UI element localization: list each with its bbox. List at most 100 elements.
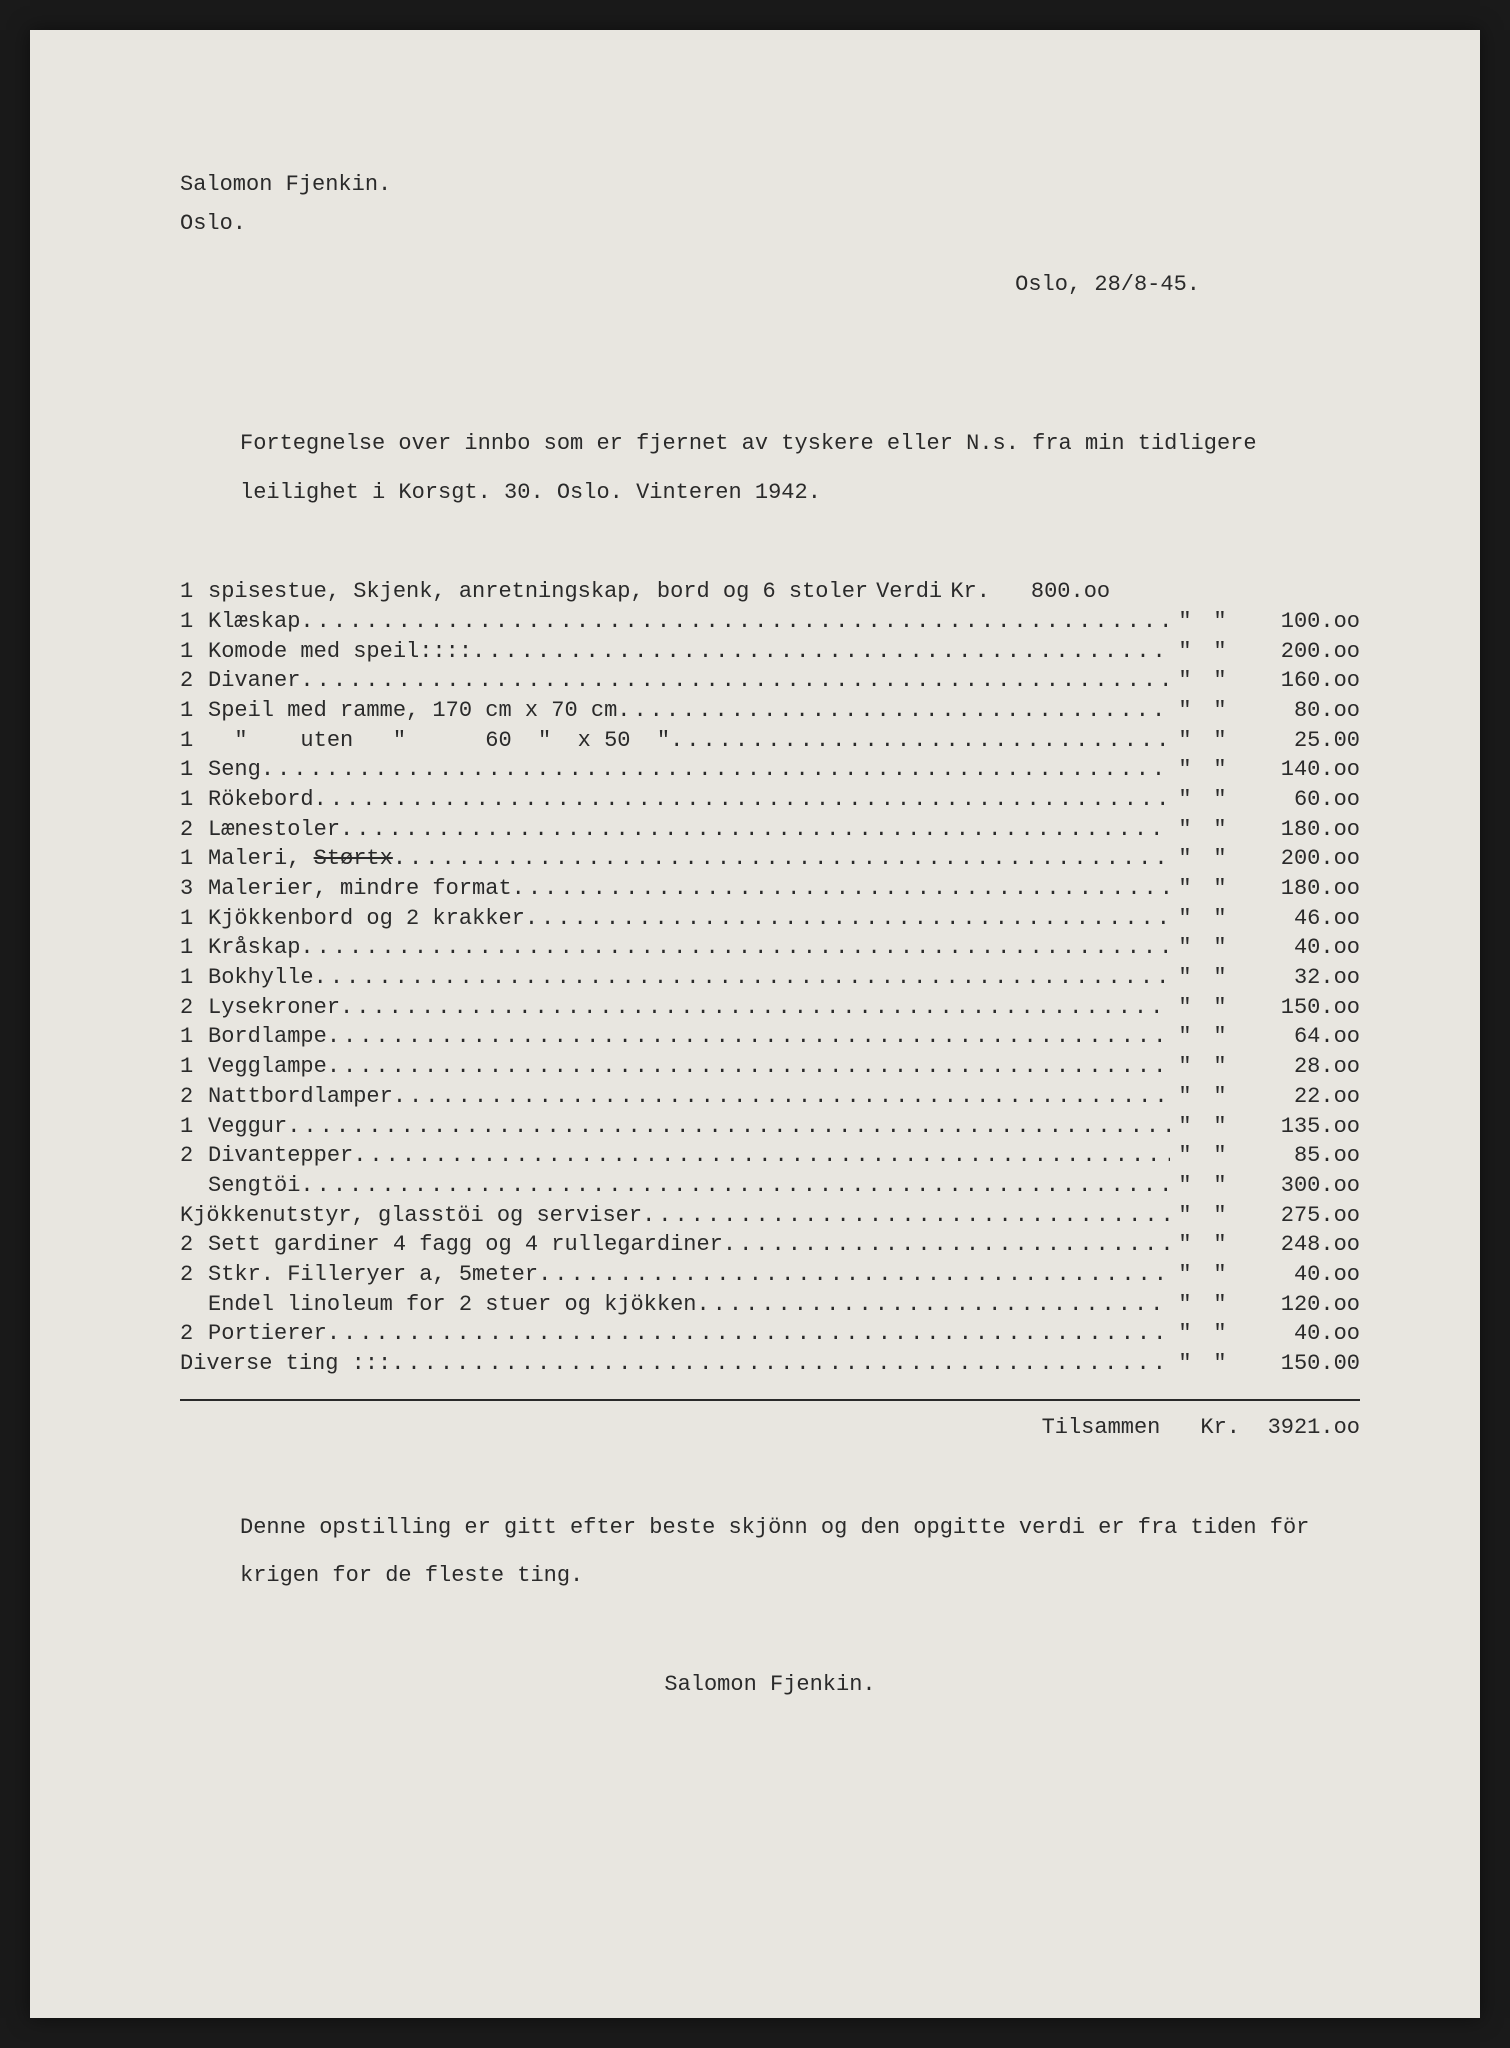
item-amount: 140.oo xyxy=(1240,755,1360,785)
ditto-mark: " xyxy=(1200,1349,1240,1379)
ditto-mark: " xyxy=(1170,933,1200,963)
ditto-mark: " xyxy=(1200,874,1240,904)
inventory-row: 1Seng...................................… xyxy=(180,755,1360,785)
ditto-mark: " xyxy=(1200,1290,1240,1320)
item-amount: 180.oo xyxy=(1240,874,1360,904)
total-label: Tilsammen xyxy=(1042,1413,1201,1444)
item-amount: 180.oo xyxy=(1240,815,1360,845)
inventory-row: 3Malerier, mindre format................… xyxy=(180,874,1360,904)
leader-dots: ........................................… xyxy=(525,904,1170,934)
item-description: Lænestoler xyxy=(208,815,340,845)
inventory-row: 1Maleri, Størtx.........................… xyxy=(180,844,1360,874)
inventory-row: 1Bokhylle...............................… xyxy=(180,963,1360,993)
item-description: " uten " 60 " x 50 " xyxy=(208,726,670,756)
item-qty: 1 xyxy=(180,726,208,756)
item-qty: 1 xyxy=(180,904,208,934)
ditto-mark: " xyxy=(1200,1260,1240,1290)
item-description: Maleri, Størtx xyxy=(208,844,393,874)
item-amount: 200.oo xyxy=(1240,844,1360,874)
leader-dots: ........................................… xyxy=(617,696,1170,726)
ditto-mark: " xyxy=(1170,874,1200,904)
item-description: Sengtöi xyxy=(208,1171,300,1201)
leader-dots: ........................................… xyxy=(696,1290,1170,1320)
ditto-mark: " xyxy=(1200,993,1240,1023)
item-description: Klæskap xyxy=(208,607,300,637)
item-qty: 1 xyxy=(180,1022,208,1052)
item-amount: 800.oo xyxy=(990,577,1110,607)
ditto-mark: " xyxy=(1170,1260,1200,1290)
inventory-row: 1 " uten " 60 " x 50 "..................… xyxy=(180,726,1360,756)
item-amount: 60.oo xyxy=(1240,785,1360,815)
ditto-mark: " xyxy=(1170,815,1200,845)
intro-paragraph: Fortegnelse over innbo som er fjernet av… xyxy=(240,420,1340,517)
document-page: Salomon Fjenkin. Oslo. Oslo, 28/8-45. Fo… xyxy=(30,30,1480,2018)
item-description: Veggur xyxy=(208,1112,287,1142)
item-amount: 100.oo xyxy=(1240,607,1360,637)
total-amount: 3921.oo xyxy=(1240,1413,1360,1444)
ditto-mark: " xyxy=(1170,1230,1200,1260)
ditto-mark: " xyxy=(1170,1290,1200,1320)
ditto-mark: " xyxy=(1200,1141,1240,1171)
ditto-mark: " xyxy=(1170,1141,1200,1171)
item-qty: 2 xyxy=(180,666,208,696)
item-description: Speil med ramme, 170 cm x 70 cm xyxy=(208,696,617,726)
item-description: Komode med speil:::: xyxy=(208,637,472,667)
ditto-mark: " xyxy=(1170,1201,1200,1231)
item-amount: 22.oo xyxy=(1240,1082,1360,1112)
ditto-mark: " xyxy=(1170,993,1200,1023)
item-description: Kjökkenutstyr, glasstöi og serviser xyxy=(180,1201,642,1231)
item-amount: 64.oo xyxy=(1240,1022,1360,1052)
item-description: Seng xyxy=(208,755,261,785)
inventory-row: 1Komode med speil::::...................… xyxy=(180,637,1360,667)
ditto-mark: " xyxy=(1200,1082,1240,1112)
item-description: Malerier, mindre format xyxy=(208,874,512,904)
leader-dots: ........................................… xyxy=(391,1349,1170,1379)
leader-dots: ........................................… xyxy=(300,933,1170,963)
ditto-mark: " xyxy=(1200,815,1240,845)
inventory-list: 1spisestue, Skjenk, anretningskap, bord … xyxy=(180,577,1360,1379)
leader-dots: ........................................… xyxy=(393,844,1170,874)
ditto-mark: " xyxy=(1170,1319,1200,1349)
ditto-mark: " xyxy=(1170,666,1200,696)
inventory-row: 1Bordlampe..............................… xyxy=(180,1022,1360,1052)
ditto-mark: " xyxy=(1200,933,1240,963)
leader-dots: ........................................… xyxy=(472,637,1170,667)
inventory-row: 2Portierer..............................… xyxy=(180,1319,1360,1349)
item-amount: 46.oo xyxy=(1240,904,1360,934)
inventory-row: 2Stkr. Filleryer a, 5meter..............… xyxy=(180,1260,1360,1290)
total-row: Tilsammen Kr. 3921.oo xyxy=(180,1399,1360,1444)
ditto-mark: " xyxy=(1170,1082,1200,1112)
ditto-mark: " xyxy=(1200,1112,1240,1142)
item-description: Sett gardiner 4 fagg og 4 rullegardiner xyxy=(208,1230,723,1260)
ditto-mark: " xyxy=(1170,696,1200,726)
item-amount: 40.oo xyxy=(1240,1260,1360,1290)
ditto-mark: " xyxy=(1170,904,1200,934)
ditto-mark: " xyxy=(1200,755,1240,785)
item-amount: 120.oo xyxy=(1240,1290,1360,1320)
inventory-row: 2Sett gardiner 4 fagg og 4 rullegardiner… xyxy=(180,1230,1360,1260)
leader-dots: ........................................… xyxy=(314,963,1170,993)
item-description: Lysekroner xyxy=(208,993,340,1023)
leader-dots: ........................................… xyxy=(538,1260,1170,1290)
ditto-mark: " xyxy=(1170,963,1200,993)
item-amount: 135.oo xyxy=(1240,1112,1360,1142)
leader-dots: ........................................… xyxy=(300,607,1170,637)
item-amount: 248.oo xyxy=(1240,1230,1360,1260)
item-description: Kråskap xyxy=(208,933,300,963)
ditto-mark: " xyxy=(1170,1052,1200,1082)
item-qty: 2 xyxy=(180,815,208,845)
item-qty: 1 xyxy=(180,963,208,993)
item-description: Divaner xyxy=(208,666,300,696)
leader-dots: ........................................… xyxy=(670,726,1170,756)
leader-dots: ........................................… xyxy=(723,1230,1170,1260)
item-amount: 85.oo xyxy=(1240,1141,1360,1171)
ditto-mark: " xyxy=(1170,785,1200,815)
item-description: Portierer xyxy=(208,1319,327,1349)
inventory-row: Kjökkenutstyr, glasstöi og serviser.....… xyxy=(180,1201,1360,1231)
item-description: Rökebord xyxy=(208,785,314,815)
inventory-row: Sengtöi.................................… xyxy=(180,1171,1360,1201)
item-description: Bokhylle xyxy=(208,963,314,993)
ditto-mark: " xyxy=(1200,1052,1240,1082)
leader-dots: ........................................… xyxy=(512,874,1170,904)
ditto-mark: " xyxy=(1200,666,1240,696)
